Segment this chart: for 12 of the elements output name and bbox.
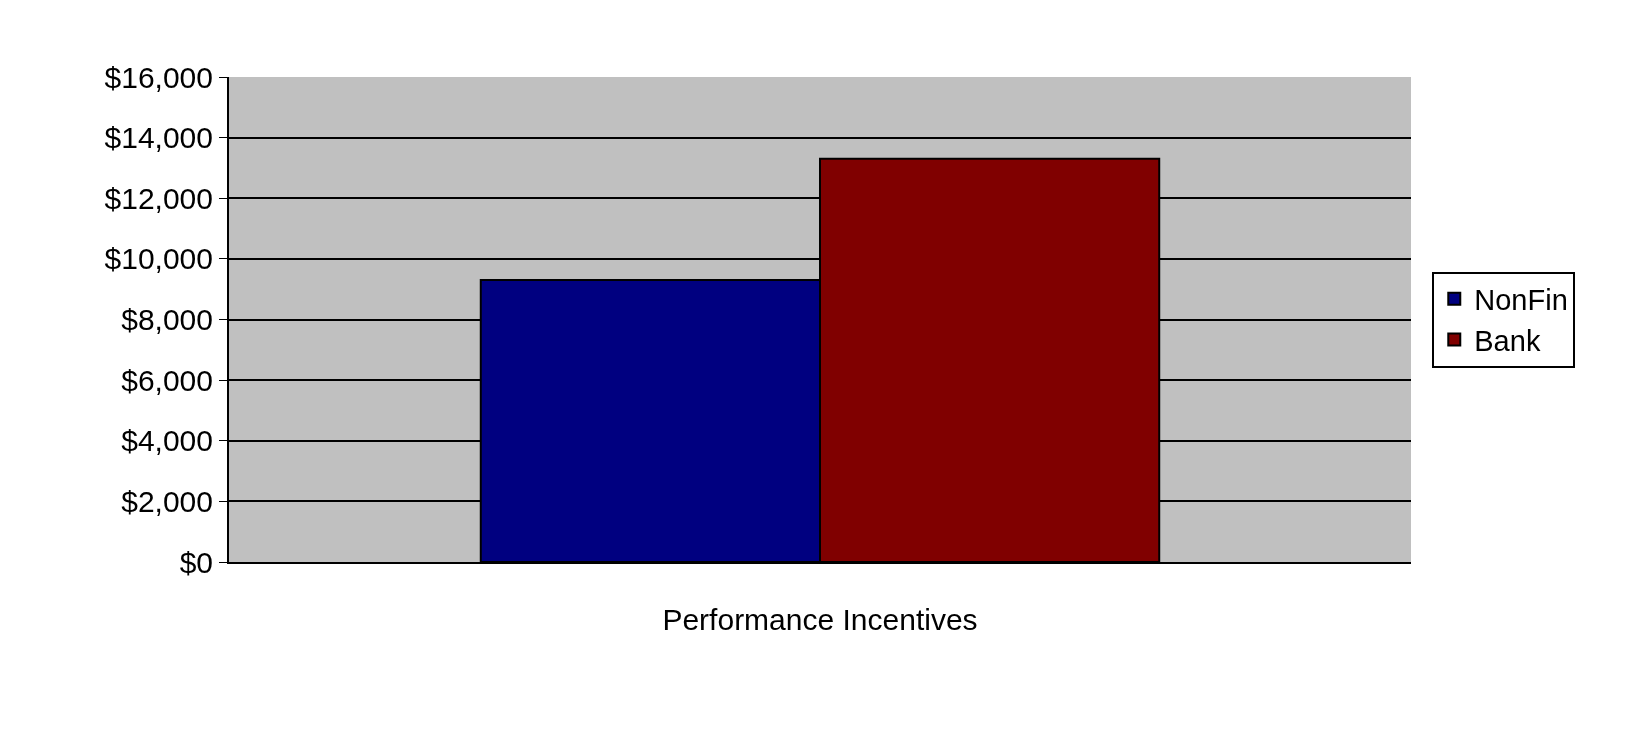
y-tick-label: $0 — [179, 545, 213, 579]
legend-label: NonFin — [1474, 284, 1568, 317]
legend-label: Bank — [1474, 324, 1541, 357]
y-tick-label: $14,000 — [104, 121, 213, 155]
y-tick-label: $10,000 — [104, 242, 213, 276]
y-tick-label: $2,000 — [121, 484, 213, 518]
y-tick-label: $4,000 — [121, 424, 213, 458]
y-tick-label: $16,000 — [104, 60, 213, 94]
y-tick-label: $8,000 — [121, 303, 213, 336]
y-tick-label: $12,000 — [104, 181, 213, 215]
x-tick-label: Performance Incentives — [662, 603, 978, 636]
y-tick-label: $6,000 — [121, 363, 213, 397]
